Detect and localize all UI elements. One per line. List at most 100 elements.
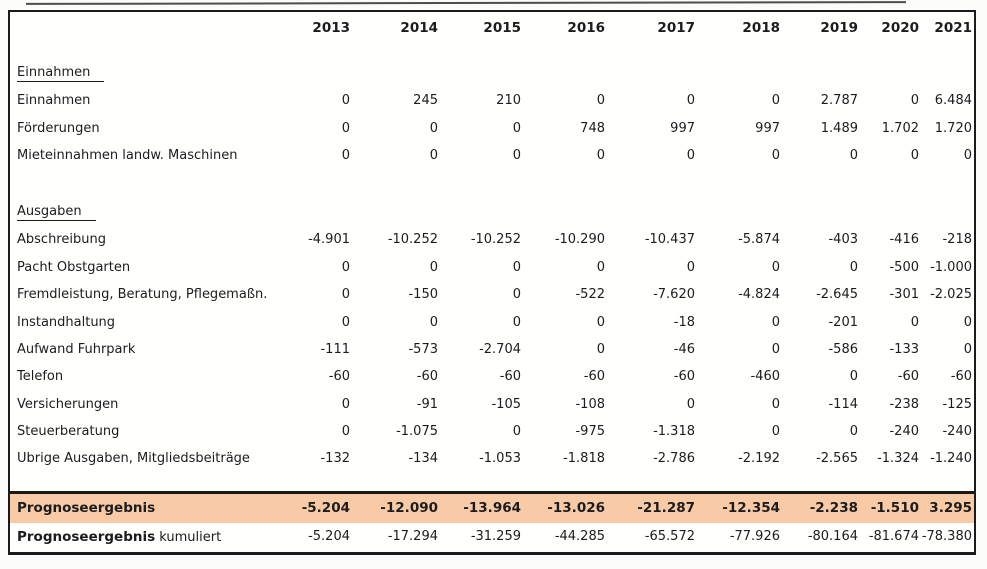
value-cell: -1.818 <box>563 451 605 467</box>
value-cell: -60 <box>416 369 438 385</box>
value-cell: -2.704 <box>479 341 521 357</box>
value-cell: 0 <box>341 287 350 303</box>
row-label: Fremdleistung, Beratung, Pflegemaßn. <box>17 287 268 303</box>
summary-value-cell: -31.259 <box>470 529 521 545</box>
value-cell: -238 <box>889 396 919 412</box>
value-cell: 0 <box>341 147 350 163</box>
value-cell: 0 <box>849 369 858 385</box>
section-header-label: Einnahmen <box>10 65 280 82</box>
value-cell: 0 <box>341 93 350 109</box>
value-cell: 0 <box>771 424 780 440</box>
value-cell: -201 <box>828 314 858 330</box>
value-cell: -114 <box>828 396 858 412</box>
value-cell: -60 <box>328 369 350 385</box>
summary-value-cell: -80.164 <box>807 529 858 545</box>
value-cell: -132 <box>320 451 350 467</box>
value-cell: 0 <box>963 314 972 330</box>
table-frame: 2013 2014 2015 2016 2017 2018 2019 2020 2021 Einn… <box>8 10 976 555</box>
summary-value-cell: -13.026 <box>547 500 605 517</box>
value-cell: 245 <box>413 93 438 109</box>
value-cell: -60 <box>583 369 605 385</box>
year-column-header: 2019 <box>820 20 858 36</box>
summary-value-cell: -13.964 <box>463 500 521 517</box>
summary-value-cell: -65.572 <box>644 529 695 545</box>
value-cell: 0 <box>429 147 438 163</box>
summary-value-cell: 3.295 <box>929 500 972 517</box>
row-label: Aufwand Fuhrpark <box>17 341 136 357</box>
value-cell: 0 <box>341 259 350 275</box>
summary-value-cell: -78.380 <box>921 529 972 545</box>
section-title-text: Einnahmen <box>17 65 105 82</box>
value-cell: 0 <box>963 341 972 357</box>
row-label: Instandhaltung <box>17 314 116 330</box>
value-cell: 0 <box>429 314 438 330</box>
value-cell: 0 <box>512 314 521 330</box>
value-cell: 0 <box>771 147 780 163</box>
value-cell: -1.053 <box>479 451 521 467</box>
value-cell: -301 <box>889 287 919 303</box>
value-cell: 748 <box>580 120 605 136</box>
year-column-header: 2015 <box>483 20 521 36</box>
value-cell: 0 <box>686 93 695 109</box>
value-cell: -10.252 <box>387 232 438 248</box>
row-label: Einnahmen <box>17 93 91 109</box>
summary-value-cell: -2.238 <box>809 500 858 517</box>
value-cell: 0 <box>771 396 780 412</box>
value-cell: -573 <box>408 341 438 357</box>
value-cell: 0 <box>429 120 438 136</box>
value-cell: -1.318 <box>653 424 695 440</box>
value-cell: -7.620 <box>653 287 695 303</box>
summary-row-label: Prognoseergebnis <box>10 500 280 516</box>
summary-label-strong: Prognoseergebnis <box>17 528 156 545</box>
section-header-label: Ausgaben <box>10 204 280 222</box>
value-cell: 1.702 <box>881 120 919 136</box>
value-cell: 1.720 <box>934 120 972 136</box>
summary-value-cell: -77.926 <box>729 529 780 545</box>
value-cell: 997 <box>670 120 695 136</box>
summary-label-strong: Prognoseergebnis <box>17 500 156 517</box>
value-cell: 0 <box>910 314 919 330</box>
summary-row-prognoseergebnis: Prognoseergebnis -5.204 -12.090 -13.964 -13.… <box>10 493 974 523</box>
row-label: Übrige Ausgaben, Mitgliedsbeiträge <box>17 451 250 467</box>
table-row-instandhaltung: Instandhaltung 0 0 0 0 -18 0 -201 0 0 <box>10 308 974 335</box>
row-label: Mieteinnahmen landw. Maschinen <box>17 147 238 163</box>
value-cell: 0 <box>341 314 350 330</box>
value-cell: -18 <box>673 314 695 330</box>
value-cell: -1.000 <box>930 259 972 275</box>
value-cell: -2.645 <box>816 287 858 303</box>
row-label: Abschreibung <box>17 232 106 248</box>
value-cell: -500 <box>889 259 919 275</box>
value-cell: 0 <box>963 147 972 163</box>
value-cell: -133 <box>889 341 919 357</box>
value-cell: -240 <box>889 424 919 440</box>
summary-value-cell: -1.510 <box>870 500 919 517</box>
table-row-telefon: Telefon -60 -60 -60 -60 -60 -460 0 -60 -60 <box>10 363 974 390</box>
value-cell: 6.484 <box>934 93 972 109</box>
value-cell: 0 <box>686 259 695 275</box>
value-cell: -4.901 <box>308 232 350 248</box>
value-cell: 0 <box>596 93 605 109</box>
row-label: Förderungen <box>17 120 100 136</box>
table-row-f-rderungen: Förderungen 0 0 0 748 997 997 1.489 1.702 1.720 <box>10 114 974 141</box>
value-cell: 0 <box>686 396 695 412</box>
value-cell: 0 <box>512 147 521 163</box>
value-cell: -60 <box>673 369 695 385</box>
table-row-steuerberatung: Steuerberatung 0 -1.075 0 -975 -1.318 0 0 -240 -2… <box>10 418 974 445</box>
value-cell: -60 <box>499 369 521 385</box>
value-cell: 0 <box>512 424 521 440</box>
value-cell: 0 <box>512 120 521 136</box>
value-cell: -403 <box>828 232 858 248</box>
value-cell: 0 <box>596 147 605 163</box>
value-cell: 210 <box>496 93 521 109</box>
value-cell: -60 <box>950 369 972 385</box>
value-cell: -522 <box>575 287 605 303</box>
value-cell: -1.240 <box>930 451 972 467</box>
summary-value-cell: -44.285 <box>554 529 605 545</box>
summary-value-cell: -12.090 <box>380 500 438 517</box>
table-row-abschreibung: Abschreibung -4.901 -10.252 -10.252 -10.290 -… <box>10 226 974 253</box>
section-header-ausgaben: Ausgaben <box>10 199 974 226</box>
value-cell: 0 <box>849 259 858 275</box>
value-cell: 0 <box>910 93 919 109</box>
value-cell: -2.025 <box>930 287 972 303</box>
